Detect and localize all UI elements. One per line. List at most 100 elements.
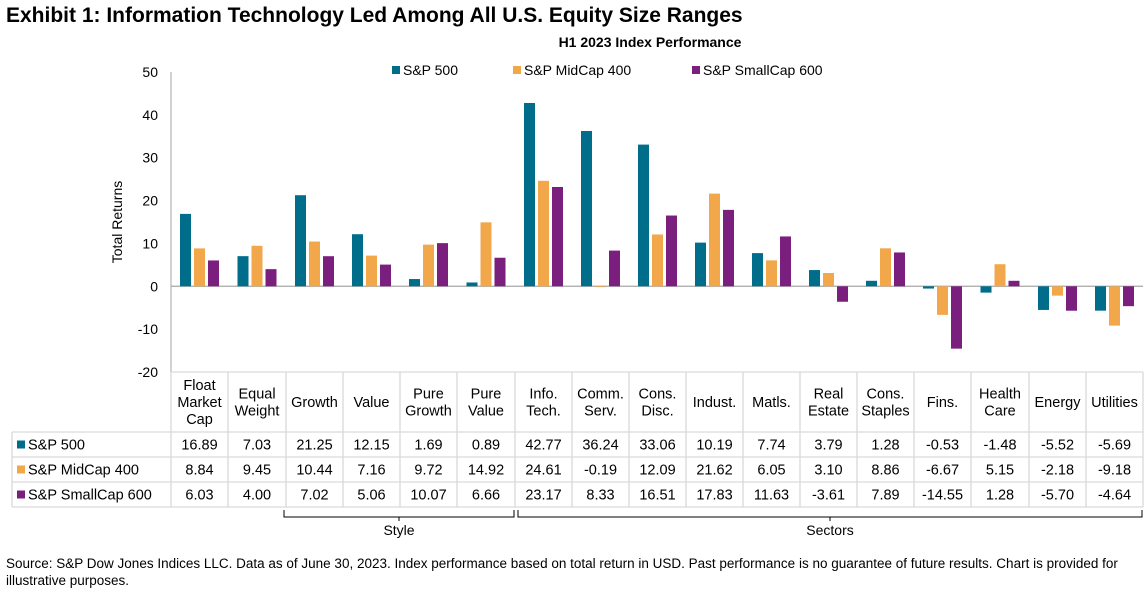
bar (780, 236, 791, 287)
table-cell: 11.63 (754, 488, 789, 504)
bar (194, 248, 205, 287)
bar (823, 273, 834, 287)
bar (723, 209, 734, 287)
category-label: Growth (291, 395, 338, 411)
table-cell: 16.89 (181, 438, 217, 454)
category-label: Pure (471, 387, 502, 403)
category-label: Value (468, 404, 504, 420)
bar (894, 252, 905, 287)
bar (866, 280, 877, 287)
bar (581, 130, 592, 287)
bar (923, 286, 934, 289)
row-swatch (17, 490, 25, 499)
category-label: Real (814, 387, 844, 403)
bar (951, 286, 962, 349)
table-cell: 7.89 (871, 488, 899, 504)
bar (494, 257, 506, 287)
bar (809, 270, 820, 287)
table-cell: -9.18 (1098, 463, 1131, 479)
row-label: S&P SmallCap 600 (28, 488, 152, 504)
category-label: Pure (413, 387, 444, 403)
group-bracket (283, 510, 515, 518)
category-label: Value (353, 395, 389, 411)
bar (1109, 286, 1120, 326)
table-cell: -0.19 (584, 463, 617, 479)
bar (837, 286, 848, 302)
y-axis: 50 40 30 20 10 0 -10 -20 Total Returns (109, 64, 1143, 380)
category-label: Cap (186, 412, 213, 428)
category-label: Disc. (641, 404, 673, 420)
table-cell: 9.72 (414, 463, 442, 479)
table-cell: -5.69 (1098, 438, 1131, 454)
bar (752, 253, 763, 287)
bar (366, 255, 377, 287)
bar (1052, 286, 1063, 296)
bar (538, 180, 549, 287)
category-label: Float (183, 378, 215, 394)
y-tick-label: 20 (142, 193, 158, 209)
category-label: Info. (529, 387, 557, 403)
category-label: Tech. (526, 404, 561, 420)
table-cell: 7.03 (243, 438, 271, 454)
bars (180, 102, 1134, 349)
bar (1095, 286, 1106, 311)
table-cell: 6.05 (757, 463, 785, 479)
bar (466, 282, 478, 287)
group-bracket (517, 510, 1143, 518)
category-label: Energy (1035, 395, 1082, 411)
table-cell: 21.25 (296, 438, 332, 454)
category-label: Market (177, 395, 221, 411)
legend-label: S&P MidCap 400 (524, 62, 631, 78)
bar (980, 286, 992, 293)
y-tick-label: 10 (142, 235, 158, 251)
y-tick-label: 40 (142, 107, 158, 123)
category-label: Staples (861, 404, 909, 420)
table-cell: 1.28 (871, 438, 899, 454)
row-swatch (17, 465, 25, 474)
category-label: Cons. (639, 387, 677, 403)
table-cell: -5.52 (1041, 438, 1074, 454)
table-cell: 21.62 (696, 463, 732, 479)
table-cell: -5.70 (1041, 488, 1074, 504)
bar (695, 242, 706, 287)
table-cell: -4.64 (1098, 488, 1131, 504)
bar (323, 256, 334, 287)
bar (1008, 280, 1020, 287)
table-cell: 36.24 (582, 438, 618, 454)
group-label: Style (383, 522, 414, 538)
bar (208, 260, 219, 287)
table-cell: 7.74 (757, 438, 785, 454)
table-cell: 7.02 (300, 488, 328, 504)
category-label: Indust. (693, 395, 737, 411)
table-cell: 1.69 (414, 438, 442, 454)
y-tick-label: 0 (150, 278, 158, 294)
legend-swatch (513, 66, 521, 74)
table-cell: 8.86 (871, 463, 899, 479)
bar (309, 241, 320, 287)
category-label: Growth (405, 404, 452, 420)
table-cell: -14.55 (922, 488, 963, 504)
legend-label: S&P 500 (403, 62, 458, 78)
legend-label: S&P SmallCap 600 (703, 62, 823, 78)
bar (880, 248, 891, 287)
bar (1123, 286, 1134, 307)
bar (265, 269, 277, 287)
bar (994, 264, 1006, 287)
bar (352, 234, 363, 287)
row-label: S&P MidCap 400 (28, 463, 139, 479)
table-cell: 12.15 (353, 438, 389, 454)
table-cell: 9.45 (243, 463, 271, 479)
table-cell: -0.53 (926, 438, 959, 454)
bar (295, 195, 306, 287)
category-label: Utilities (1091, 395, 1138, 411)
bar (552, 186, 563, 287)
table-cell: 3.10 (814, 463, 842, 479)
table-cell: 14.92 (468, 463, 504, 479)
legend: S&P 500 S&P MidCap 400 S&P SmallCap 600 (392, 62, 823, 78)
table-cell: 6.03 (185, 488, 213, 504)
bar (666, 215, 677, 287)
y-tick-label: -10 (138, 321, 158, 337)
bar (251, 245, 263, 287)
category-label: Care (984, 404, 1015, 420)
